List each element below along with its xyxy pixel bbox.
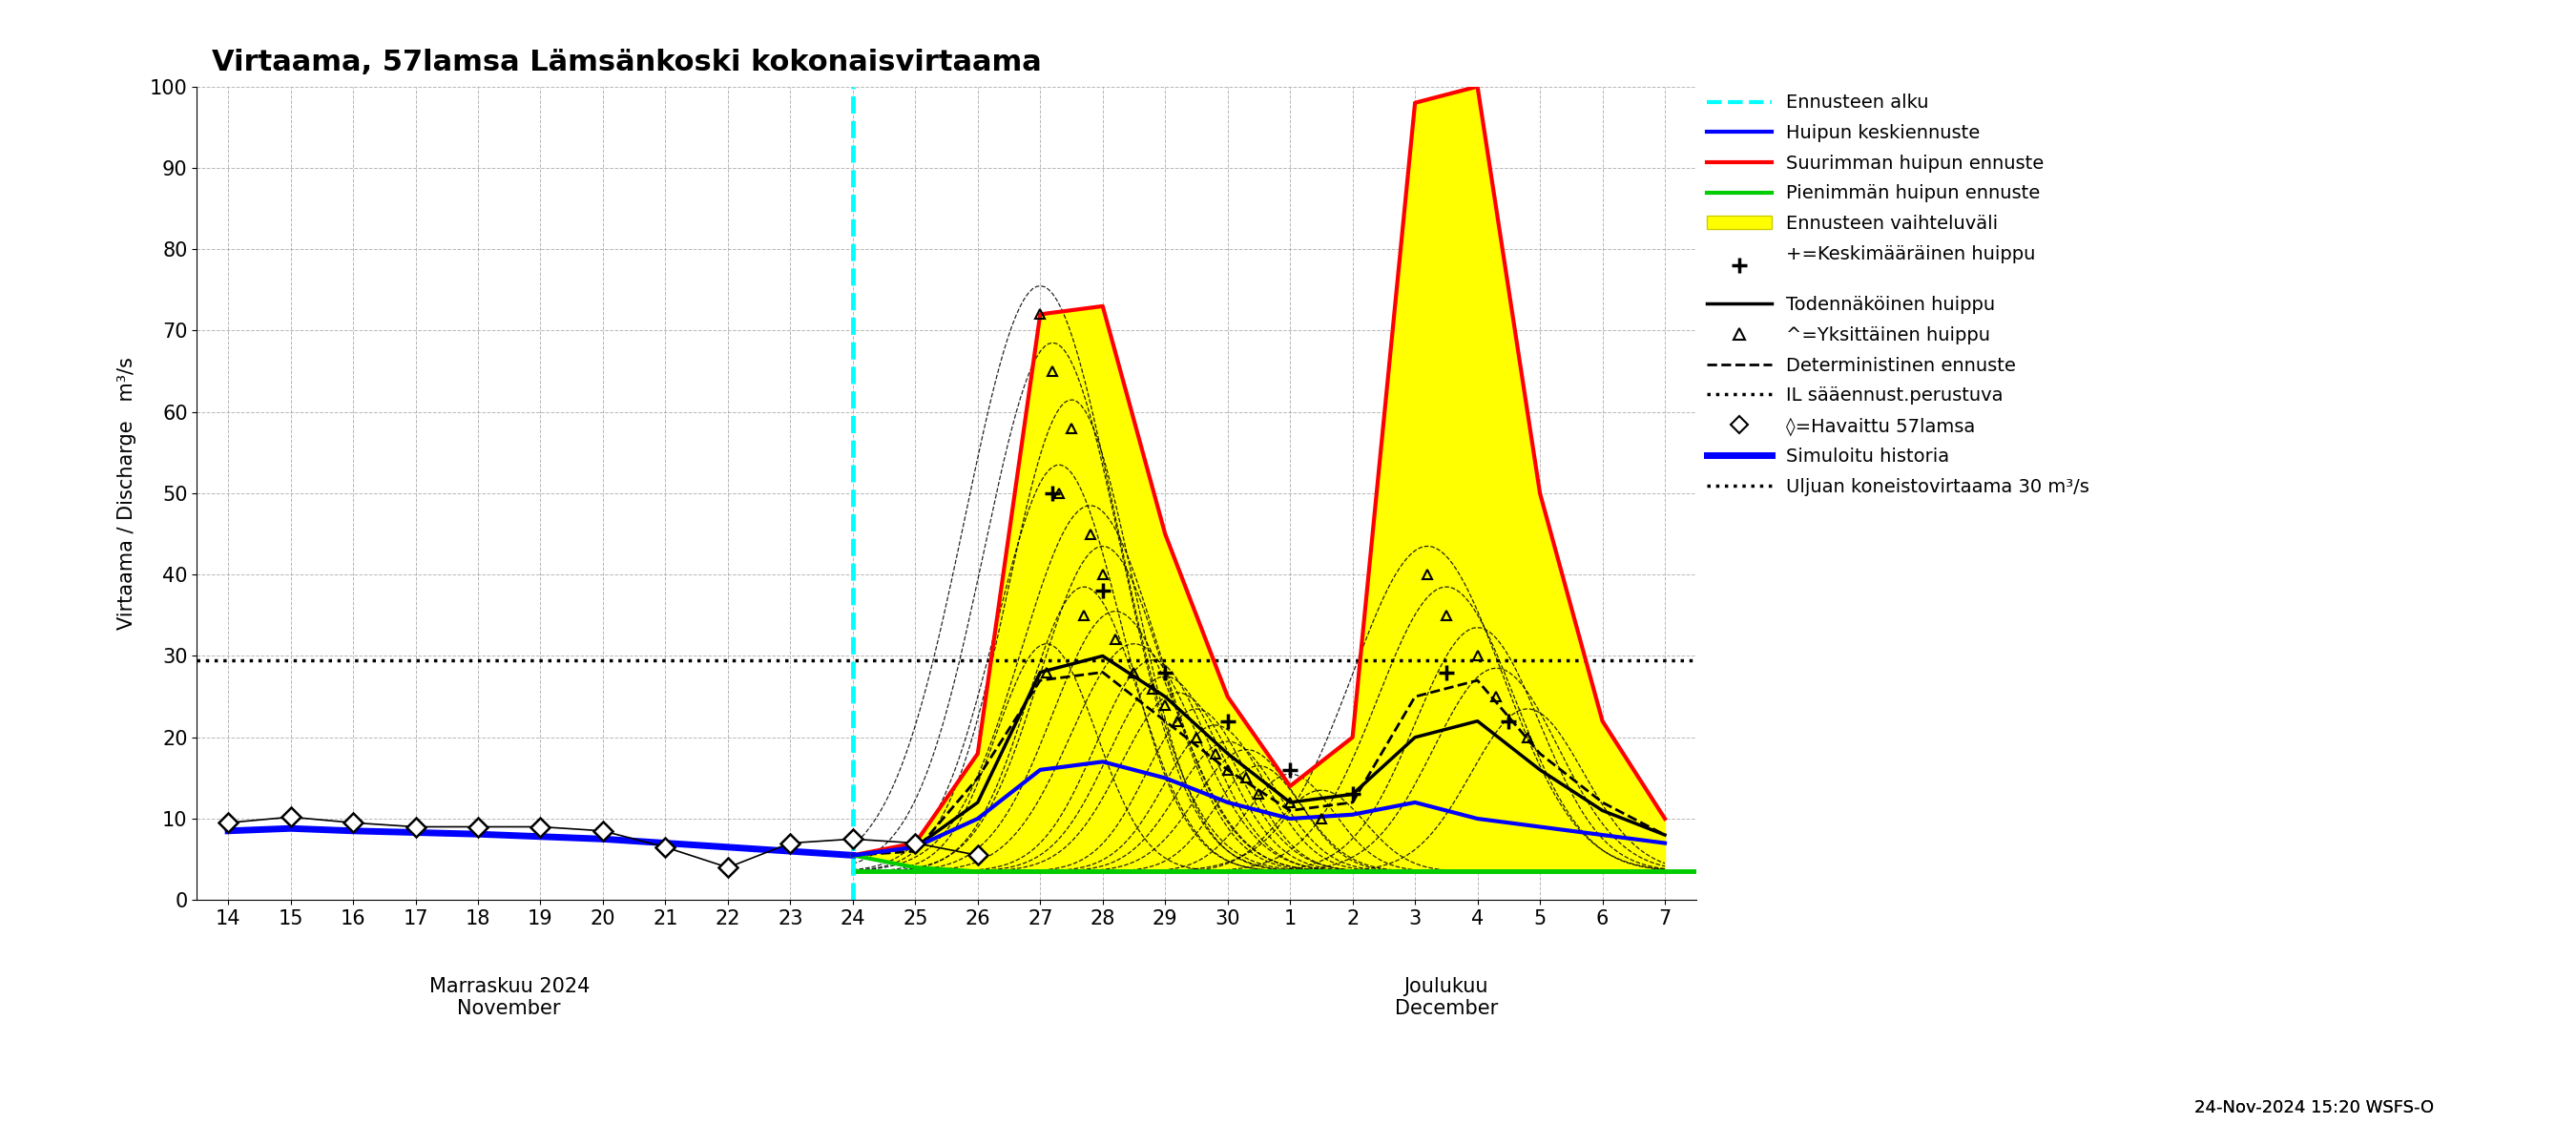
Text: Virtaama, 57lamsa Lämsänkoski kokonaisvirtaama: Virtaama, 57lamsa Lämsänkoski kokonaisvi…	[211, 48, 1041, 77]
Text: Marraskuu 2024
November: Marraskuu 2024 November	[430, 978, 590, 1019]
Text: 24-Nov-2024 15:20 WSFS-O: 24-Nov-2024 15:20 WSFS-O	[2195, 1099, 2434, 1116]
Y-axis label: Virtaama / Discharge   m³/s: Virtaama / Discharge m³/s	[118, 357, 137, 630]
Text: Joulukuu
December: Joulukuu December	[1394, 978, 1497, 1019]
Text: 24-Nov-2024 15:20 WSFS-O: 24-Nov-2024 15:20 WSFS-O	[2195, 1099, 2434, 1116]
Legend: Ennusteen alku, Huipun keskiennuste, Suurimman huipun ennuste, Pienimmän huipun : Ennusteen alku, Huipun keskiennuste, Suu…	[1700, 87, 2097, 504]
